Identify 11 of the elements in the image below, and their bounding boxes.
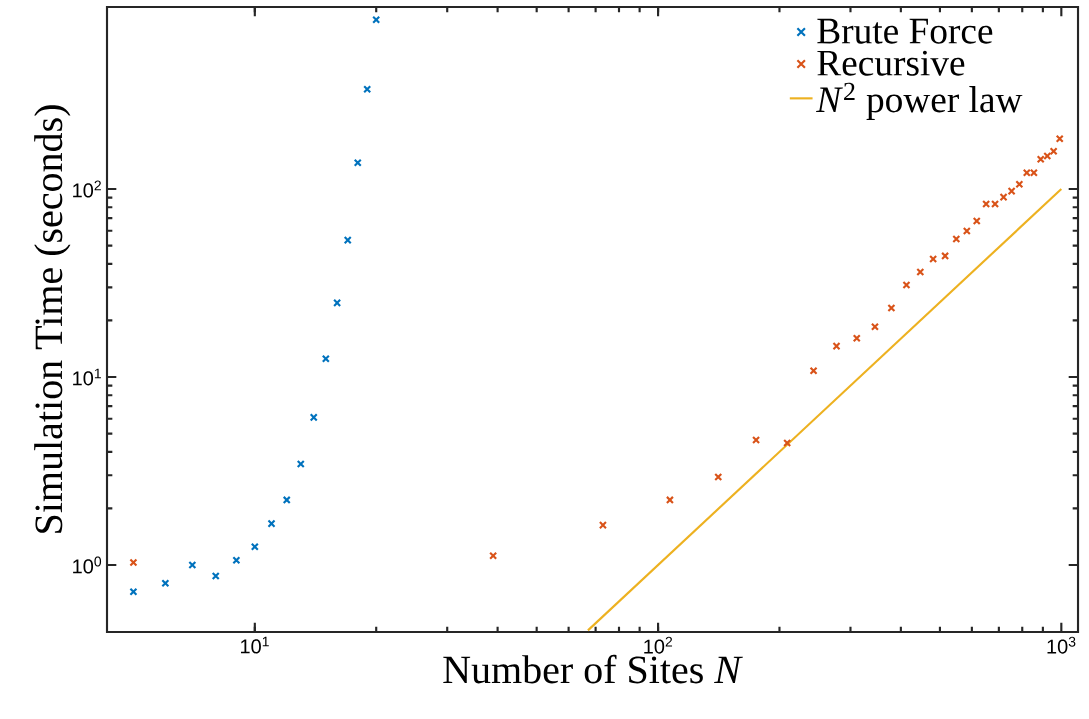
x-tick-label: 10$^{2}$ <box>644 636 673 654</box>
legend-label: Brute Force <box>817 18 993 44</box>
x-tick-label: 10$^{3}$ <box>1047 636 1076 654</box>
y-tick-label: 10$^{0}$ <box>73 556 102 574</box>
x-tick-label: 10$^{1}$ <box>241 636 269 654</box>
legend-label: N$^{2}$ power law <box>816 82 1023 120</box>
y-tick-label: 10$^{1}$ <box>73 368 101 386</box>
legend-label: Recursive <box>817 50 965 76</box>
y-tick-label: 10$^{2}$ <box>73 180 101 198</box>
y-axis-title: Simulation Time (seconds) <box>34 105 71 533</box>
x-axis-title: Number of Sites N <box>443 654 743 684</box>
